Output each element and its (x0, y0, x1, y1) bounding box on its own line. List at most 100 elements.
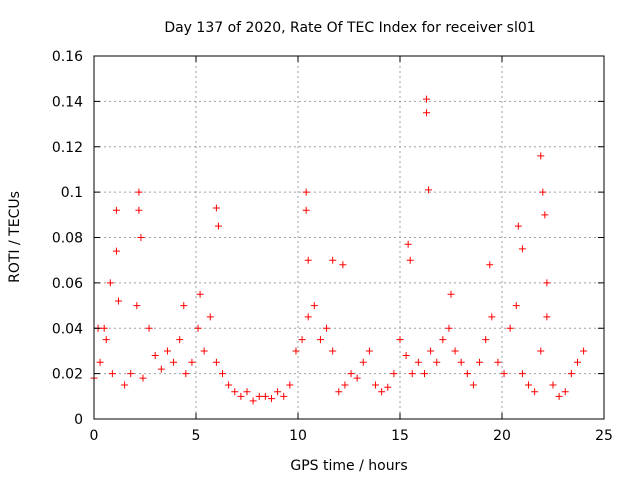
y-tick-label: 0.12 (52, 140, 83, 156)
x-tick-label: 0 (90, 428, 99, 444)
x-tick-label: 5 (192, 428, 201, 444)
data-point (580, 347, 588, 355)
data-point (292, 347, 300, 355)
data-point (439, 336, 447, 344)
data-point (482, 336, 490, 344)
data-point (567, 370, 575, 378)
data-point (463, 370, 471, 378)
y-tick-label: 0.06 (52, 276, 83, 292)
data-point (219, 370, 227, 378)
y-tick-label: 0.1 (61, 185, 83, 201)
data-point (555, 392, 563, 400)
data-point (451, 347, 459, 355)
x-tick-label: 15 (391, 428, 409, 444)
data-point (396, 336, 404, 344)
data-point (561, 388, 569, 396)
data-point (304, 256, 312, 264)
data-point (135, 188, 143, 196)
data-point (237, 392, 245, 400)
data-point (518, 245, 526, 253)
data-point (406, 256, 414, 264)
data-point (188, 358, 196, 366)
data-point (200, 347, 208, 355)
data-point (255, 392, 263, 400)
data-point (486, 261, 494, 269)
data-point (408, 370, 416, 378)
data-point (96, 358, 104, 366)
data-point (447, 290, 455, 298)
data-point (121, 381, 129, 389)
data-point (298, 336, 306, 344)
axis-ticks: 0 5 10 15 20 25 0 0.02 0.04 0.06 0.08 0.1 0.12 0.14 0.… (52, 49, 613, 444)
data-point (341, 381, 349, 389)
data-point (404, 240, 412, 248)
y-tick-label: 0.14 (52, 94, 83, 110)
data-point (135, 206, 143, 214)
data-point (329, 347, 337, 355)
data-point (302, 206, 310, 214)
x-tick-label: 25 (595, 428, 613, 444)
data-point (145, 324, 153, 332)
y-tick-label: 0.04 (52, 321, 83, 337)
data-point (543, 313, 551, 321)
data-point (476, 358, 484, 366)
x-tick-label: 20 (493, 428, 511, 444)
data-point (549, 381, 557, 389)
data-point (359, 358, 367, 366)
y-tick-label: 0 (74, 412, 83, 428)
data-point (304, 313, 312, 321)
data-point (425, 186, 433, 194)
data-point (267, 395, 275, 403)
data-point (372, 381, 380, 389)
data-point (180, 302, 188, 310)
data-point (114, 297, 122, 305)
data-point (212, 204, 220, 212)
data-point (427, 347, 435, 355)
data-point (525, 381, 533, 389)
data-point (365, 347, 373, 355)
data-point (531, 388, 539, 396)
data-point (414, 358, 422, 366)
data-point (433, 358, 441, 366)
data-point (274, 388, 282, 396)
data-point (302, 188, 310, 196)
data-point (445, 324, 453, 332)
data-point (469, 381, 477, 389)
data-point (384, 383, 392, 391)
data-point (182, 370, 190, 378)
data-point (512, 302, 520, 310)
data-point (225, 381, 233, 389)
data-point (249, 397, 257, 405)
data-point (457, 358, 465, 366)
chart-title: Day 137 of 2020, Rate Of TEC Index for r… (164, 20, 535, 36)
data-point (102, 336, 110, 344)
data-point (139, 374, 147, 382)
data-point (494, 358, 502, 366)
data-point (280, 392, 288, 400)
data-point (108, 370, 116, 378)
data-point (170, 358, 178, 366)
data-point (390, 370, 398, 378)
data-point (537, 152, 545, 160)
data-point (420, 370, 428, 378)
data-point (243, 388, 251, 396)
data-point (163, 347, 171, 355)
data-point (541, 211, 549, 219)
y-tick-label: 0.08 (52, 231, 83, 247)
y-tick-label: 0.16 (52, 49, 83, 65)
data-point (323, 324, 331, 332)
data-point (112, 206, 120, 214)
x-axis-label: GPS time / hours (290, 458, 407, 474)
data-point (286, 381, 294, 389)
data-point (137, 234, 145, 241)
data-point (196, 290, 204, 298)
data-point (106, 279, 114, 287)
data-point (573, 358, 581, 366)
data-point (133, 302, 141, 310)
data-point (231, 388, 239, 396)
data-point (514, 222, 522, 230)
data-point (518, 370, 526, 378)
